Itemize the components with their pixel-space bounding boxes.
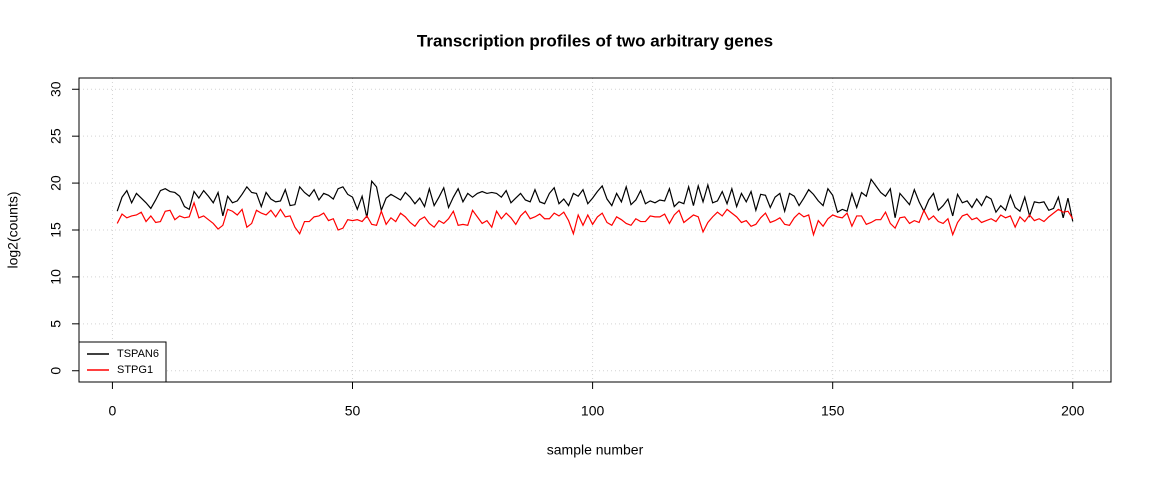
legend-box [78,341,167,383]
y-axis-label: log2(counts) [5,191,21,268]
y-tick-label: 20 [48,175,64,191]
y-tick-label: 0 [48,367,64,375]
x-tick-label: 0 [109,403,117,419]
plot-frame [78,77,1112,383]
line-series [116,200,1074,237]
chart-title: Transcription profiles of two arbitrary … [417,31,773,50]
legend-label: STPG1 [117,364,153,376]
x-tick-label: 50 [345,403,361,419]
y-tick-label: 15 [48,222,64,238]
y-tick-label: 25 [48,128,64,144]
y-tick-label: 30 [48,81,64,97]
x-axis-label: sample number [547,442,644,458]
y-tick-label: 5 [48,320,64,328]
y-tick-label: 10 [48,269,64,285]
x-tick-label: 150 [821,403,845,419]
x-tick-label: 200 [1061,403,1085,419]
line-series [116,177,1074,222]
legend-label: TSPAN6 [117,348,159,360]
x-tick-label: 100 [581,403,605,419]
